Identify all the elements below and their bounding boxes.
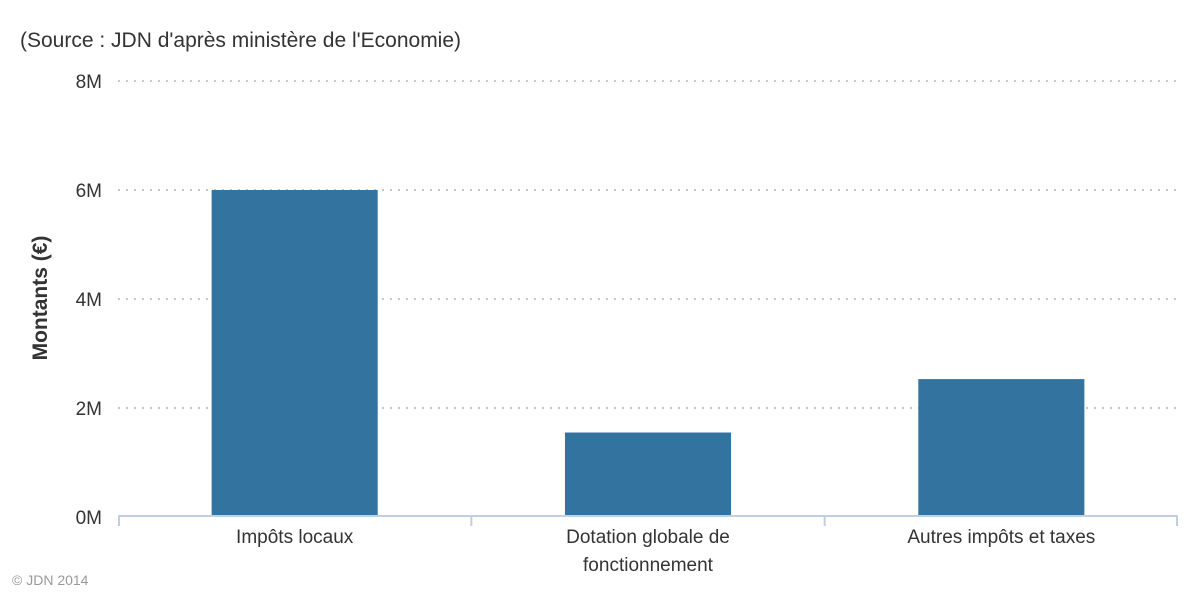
credits-text: © JDN 2014 — [12, 572, 89, 588]
y-tick-label: 6M — [76, 181, 102, 202]
bar — [564, 432, 732, 517]
bars — [211, 190, 1085, 517]
y-tick-label: 4M — [76, 290, 102, 311]
chart-subtitle: (Source : JDN d'après ministère de l'Eco… — [20, 29, 462, 52]
y-axis-label: Montants (€) — [29, 236, 52, 361]
x-tick-label: Impôts locaux — [236, 527, 354, 548]
x-tick-label: Autres impôts et taxes — [907, 527, 1095, 548]
x-tick-labels: Impôts locaux Dotation globale de fonction… — [236, 527, 1095, 576]
y-tick-labels: 0M 2M 4M 6M 8M — [76, 72, 102, 529]
x-tick-label-line: Autres impôts et taxes — [907, 527, 1095, 548]
bar — [918, 379, 1085, 517]
bar — [211, 190, 378, 517]
y-tick-label: 0M — [76, 508, 102, 529]
x-tick-label-line: fonctionnement — [583, 555, 714, 576]
x-axis — [118, 515, 1178, 526]
x-tick-label: Dotation globale de fonctionnement — [566, 527, 730, 576]
x-tick-label-line: Dotation globale de — [566, 527, 730, 548]
y-tick-label: 2M — [76, 399, 102, 420]
x-tick-label-line: Impôts locaux — [236, 527, 354, 548]
y-tick-label: 8M — [76, 72, 102, 93]
